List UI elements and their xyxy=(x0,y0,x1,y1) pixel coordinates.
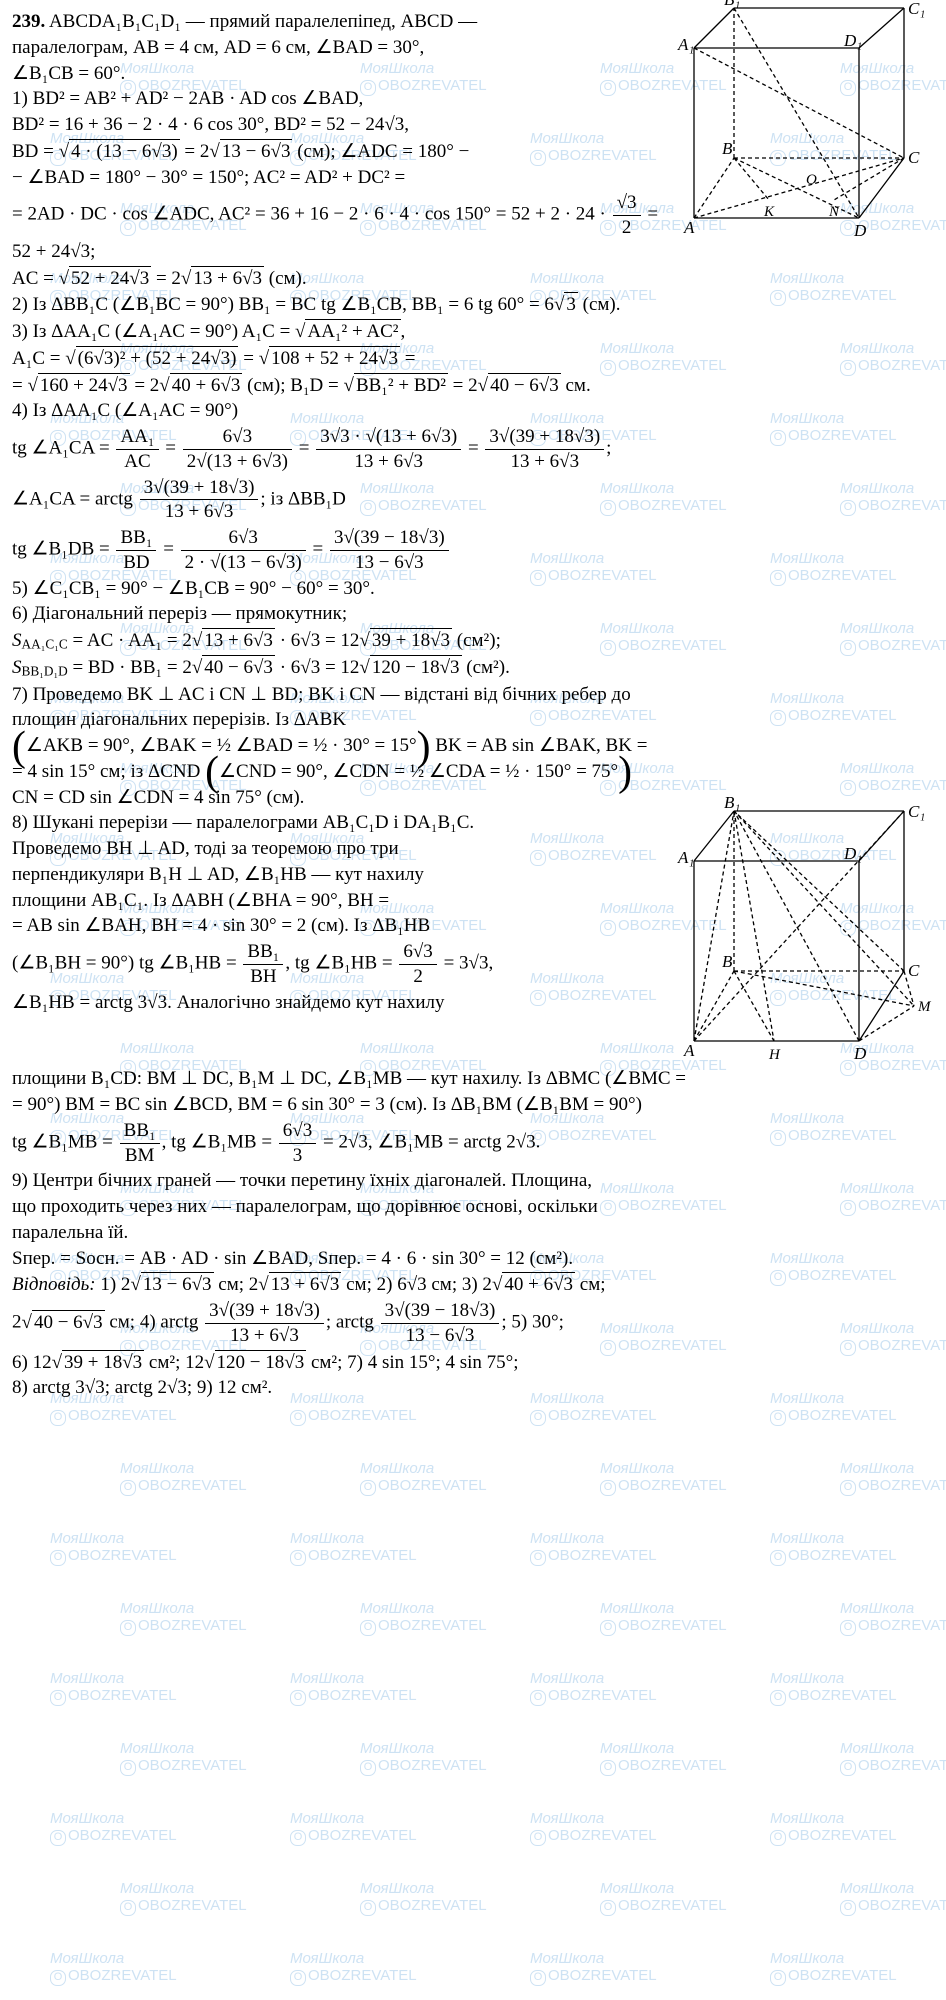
watermark: МояШколаOOBOZREVATEL xyxy=(120,1880,247,1916)
watermark: МояШколаOOBOZREVATEL xyxy=(290,1810,417,1846)
watermark: МояШколаOOBOZREVATEL xyxy=(840,1460,946,1496)
problem-number: 239. xyxy=(12,11,45,32)
text: SBB₁D₁D = BD · BB₁ = 240 − 6√3 · 6√3 = 1… xyxy=(12,655,934,680)
svg-text:C: C xyxy=(908,961,920,980)
watermark: МояШколаOOBOZREVATEL xyxy=(840,1880,946,1916)
text: що проходить через них — паралелограм, щ… xyxy=(12,1195,934,1219)
watermark: МояШколаOOBOZREVATEL xyxy=(530,1670,657,1706)
watermark: МояШколаOOBOZREVATEL xyxy=(290,1950,417,1986)
svg-text:K: K xyxy=(763,204,775,220)
watermark: МояШколаOOBOZREVATEL xyxy=(50,1670,177,1706)
watermark: МояШколаOOBOZREVATEL xyxy=(840,1740,946,1776)
svg-text:H: H xyxy=(768,1047,781,1063)
watermark: МояШколаOOBOZREVATEL xyxy=(600,1460,727,1496)
text: SAA₁C₁C = AC · AA₁ = 213 + 6√3 · 6√3 = 1… xyxy=(12,628,934,653)
svg-text:O: O xyxy=(806,172,817,188)
text: = 90°) BM = BC sin ∠BCD, BM = 6 sin 30° … xyxy=(12,1093,934,1117)
answer-label: Відповідь: xyxy=(12,1274,96,1295)
watermark: МояШколаOOBOZREVATEL xyxy=(600,1880,727,1916)
text: 6) Діагональний переріз — прямокутник; xyxy=(12,602,934,626)
watermark: МояШколаOOBOZREVATEL xyxy=(290,1670,417,1706)
watermark: МояШколаOOBOZREVATEL xyxy=(530,1530,657,1566)
svg-text:A₁: A₁ xyxy=(677,35,694,54)
figure-parallelepiped-2: A B C D A₁ B₁ C₁ D₁ H M xyxy=(674,811,934,1061)
text: площини B₁CD: BM ⊥ DC, B₁M ⊥ DC, ∠B₁MB —… xyxy=(12,1067,934,1091)
text: tg ∠B₁MB = BB₁BM, tg ∠B₁MB = 6√33 = 2√3,… xyxy=(12,1119,934,1168)
svg-text:C₁: C₁ xyxy=(908,0,925,18)
text: ABCDA₁B₁C₁D₁ — прямий паралелепіпед, ABC… xyxy=(49,11,477,32)
watermark: МояШколаOOBOZREVATEL xyxy=(770,1810,897,1846)
svg-text:D: D xyxy=(853,221,867,240)
text: tg ∠A₁CA = AA₁AC = 6√32√(13 + 6√3) = 3√3… xyxy=(12,425,934,474)
svg-text:A: A xyxy=(683,1041,695,1060)
svg-text:B: B xyxy=(722,139,733,158)
svg-text:N: N xyxy=(828,204,840,220)
watermark: МояШколаOOBOZREVATEL xyxy=(120,1740,247,1776)
text: 5) ∠C₁CB₁ = 90° − ∠B₁CB = 90° − 60° = 30… xyxy=(12,577,934,601)
watermark: МояШколаOOBOZREVATEL xyxy=(120,1460,247,1496)
figure-parallelepiped-1: A B C D A₁ B₁ C₁ D₁ K N O xyxy=(674,8,934,238)
watermark: МояШколаOOBOZREVATEL xyxy=(50,1530,177,1566)
text: CN = CD sin ∠CDN = 4 sin 75° (см). xyxy=(12,786,934,810)
text: паралельна їй. xyxy=(12,1221,934,1245)
watermark: МояШколаOOBOZREVATEL xyxy=(770,1670,897,1706)
text: 9) Центри бічних граней — точки перетину… xyxy=(12,1169,934,1193)
text: tg ∠B₁DB = BB₁BD = 6√32 · √(13 − 6√3) = … xyxy=(12,526,934,575)
watermark: МояШколаOOBOZREVATEL xyxy=(600,1740,727,1776)
watermark: МояШколаOOBOZREVATEL xyxy=(120,1600,247,1636)
text: = 160 + 24√3 = 240 + 6√3 (см); B₁D = BB₁… xyxy=(12,373,934,398)
watermark: МояШколаOOBOZREVATEL xyxy=(360,1880,487,1916)
text: 6) 1239 + 18√3 см²; 12120 − 18√3 см²; 7)… xyxy=(12,1350,934,1375)
watermark: МояШколаOOBOZREVATEL xyxy=(770,1530,897,1566)
watermark: МояШколаOOBOZREVATEL xyxy=(840,1600,946,1636)
text: площин діагональних перерізів. Із ΔABK xyxy=(12,708,934,732)
svg-text:C: C xyxy=(908,148,920,167)
answer-block: Відповідь: 1) 213 − 6√3 см; 213 + 6√3 см… xyxy=(12,1272,934,1297)
watermark: МояШколаOOBOZREVATEL xyxy=(530,1810,657,1846)
svg-text:D: D xyxy=(853,1044,867,1063)
svg-text:M: M xyxy=(917,999,932,1015)
svg-text:B: B xyxy=(722,952,733,971)
text: Sпер. = Sосн. = AB · AD · sin ∠BAD, Sпер… xyxy=(12,1247,934,1271)
watermark: МояШколаOOBOZREVATEL xyxy=(50,1950,177,1986)
text: 3) Із ΔAA₁C (∠A₁AC = 90°) A₁C = AA₁² + A… xyxy=(12,319,934,344)
math-solution-page: A B C D A₁ B₁ C₁ D₁ K N O 239. ABCDA₁B₁C… xyxy=(0,0,946,1426)
text: 4) Із ΔAA₁C (∠A₁AC = 90°) xyxy=(12,399,934,423)
text: 2) Із ΔBB₁C (∠B₁BC = 90°) BB₁ = BC tg ∠B… xyxy=(12,292,934,317)
watermark: МояШколаOOBOZREVATEL xyxy=(50,1810,177,1846)
text: ∠A₁CA = arctg 3√(39 + 18√3)13 + 6√3; із … xyxy=(12,476,934,525)
svg-text:A₁: A₁ xyxy=(677,848,694,867)
watermark: МояШколаOOBOZREVATEL xyxy=(360,1740,487,1776)
svg-text:B₁: B₁ xyxy=(724,0,740,9)
text: = 4 sin 15° см; із ΔCND ∠CND = 90°, ∠CDN… xyxy=(12,760,934,784)
watermark: МояШколаOOBOZREVATEL xyxy=(360,1600,487,1636)
watermark: МояШколаOOBOZREVATEL xyxy=(770,1950,897,1986)
text: 8) arctg 3√3; arctg 2√3; 9) 12 см². xyxy=(12,1376,934,1400)
watermark: МояШколаOOBOZREVATEL xyxy=(530,1950,657,1986)
watermark: МояШколаOOBOZREVATEL xyxy=(360,1460,487,1496)
svg-text:A: A xyxy=(683,218,695,237)
text: 240 − 6√3 см; 4) arctg 3√(39 + 18√3)13 +… xyxy=(12,1299,934,1348)
svg-text:D₁: D₁ xyxy=(843,31,862,50)
watermark: МояШколаOOBOZREVATEL xyxy=(600,1600,727,1636)
svg-text:B₁: B₁ xyxy=(724,793,740,812)
text: ∠AKB = 90°, ∠BAK = ½ ∠BAD = ½ · 30° = 15… xyxy=(12,734,934,758)
svg-text:C₁: C₁ xyxy=(908,802,925,821)
text: AC = 52 + 24√3 = 213 + 6√3 (см). xyxy=(12,266,934,291)
svg-text:D₁: D₁ xyxy=(843,844,862,863)
watermark: МояШколаOOBOZREVATEL xyxy=(290,1530,417,1566)
text: 7) Проведемо BK ⊥ AC і CN ⊥ BD; BK і CN … xyxy=(12,683,934,707)
text: A₁C = (6√3)² + (52 + 24√3) = 108 + 52 + … xyxy=(12,346,934,371)
